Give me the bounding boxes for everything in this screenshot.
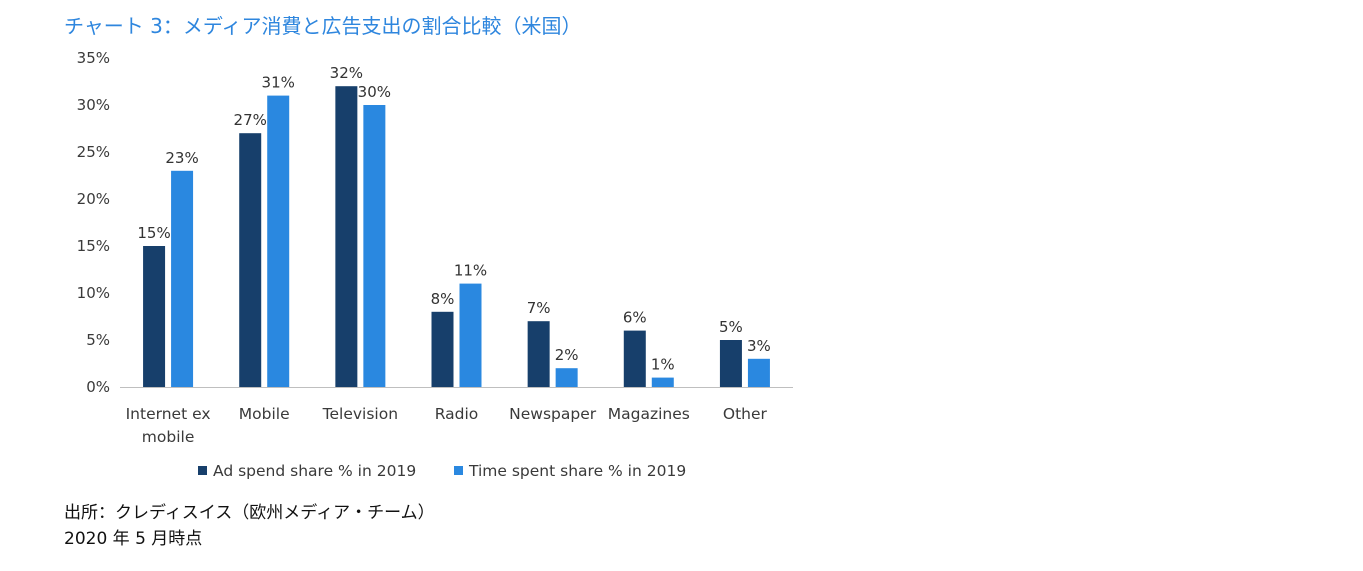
legend-swatch (198, 466, 207, 475)
bar (335, 86, 358, 387)
legend-label: Ad spend share % in 2019 (213, 462, 416, 480)
x-category-label: Other (723, 405, 768, 423)
bar (171, 170, 194, 387)
chart-title: チャート 3：メディア消費と広告支出の割合比較（米国） (64, 14, 582, 38)
y-tick-label: 35% (77, 49, 110, 67)
data-label: 1% (651, 356, 675, 374)
x-category-label: Mobile (239, 405, 290, 423)
x-category-label: Newspaper (509, 405, 597, 423)
source-note: 出所：クレディスイス（欧州メディア・チーム） 2020 年 5 月時点 (64, 500, 435, 552)
legend-label: Time spent share % in 2019 (468, 462, 686, 480)
data-label: 7% (527, 299, 551, 317)
legend-swatch (454, 466, 463, 475)
data-label: 15% (137, 224, 170, 242)
data-label: 11% (454, 262, 487, 280)
y-tick-label: 10% (77, 284, 110, 302)
bar (719, 340, 742, 387)
x-category-label: Radio (435, 405, 479, 423)
x-category-label: Magazines (608, 405, 690, 423)
bar (459, 283, 482, 387)
data-label: 6% (623, 309, 647, 327)
bar (651, 377, 674, 387)
bar (267, 95, 290, 387)
bar (239, 133, 262, 387)
data-label: 31% (262, 74, 295, 92)
source-line-1: 出所：クレディスイス（欧州メディア・チーム） (64, 503, 435, 523)
source-line-2: 2020 年 5 月時点 (64, 529, 203, 549)
y-axis: 0% 5% 10% 15% 20% 25% 30% 35% (77, 49, 110, 396)
x-category-label: Television (322, 405, 398, 423)
data-label: 5% (719, 318, 743, 336)
legend: Ad spend share % in 2019 Time spent share… (198, 462, 686, 480)
bar (431, 311, 454, 387)
bar (747, 358, 770, 387)
y-tick-label: 20% (77, 190, 110, 208)
y-tick-label: 25% (77, 143, 110, 161)
y-tick-label: 0% (86, 378, 110, 396)
data-label: 32% (330, 64, 363, 82)
data-label: 8% (431, 290, 455, 308)
x-category-label: mobile (142, 428, 195, 446)
y-tick-label: 30% (77, 96, 110, 114)
bar (555, 368, 578, 387)
data-label: 30% (358, 83, 391, 101)
bars-group (143, 86, 770, 387)
data-label: 3% (747, 337, 771, 355)
y-tick-label: 5% (86, 331, 110, 349)
data-label: 2% (555, 346, 579, 364)
bar (363, 105, 386, 387)
bar (143, 246, 166, 387)
data-label: 23% (165, 149, 198, 167)
data-label: 27% (234, 111, 267, 129)
x-axis-categories: Internet ex mobile Mobile Television Radio Ne… (126, 405, 768, 446)
x-category-label: Internet ex (126, 405, 211, 423)
y-tick-label: 15% (77, 237, 110, 255)
data-labels-group: 15% 23% 27% 31% 32%30% 8% 11% 7% 2% 6% 1% 5%3% (137, 64, 770, 373)
bar (623, 330, 646, 387)
bar (527, 321, 550, 387)
